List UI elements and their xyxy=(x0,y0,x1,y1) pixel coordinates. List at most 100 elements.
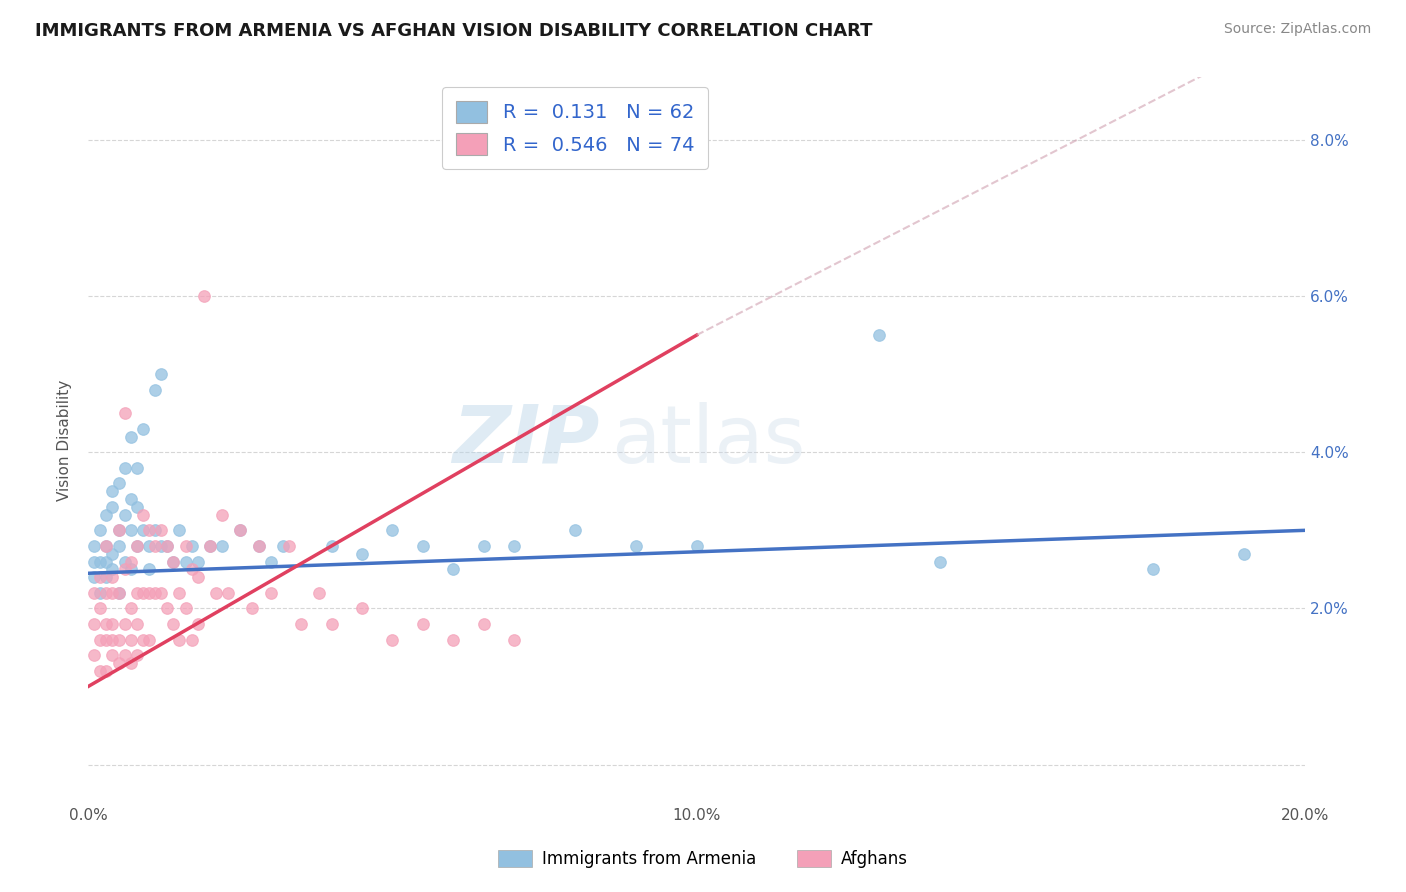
Point xyxy=(120,562,142,576)
Point xyxy=(114,648,136,663)
Text: ZIP: ZIP xyxy=(451,401,599,480)
Point xyxy=(187,617,209,632)
Point xyxy=(381,524,404,538)
Point xyxy=(156,601,179,615)
Point xyxy=(1142,562,1164,576)
Point xyxy=(120,656,142,670)
Point xyxy=(96,632,118,647)
Point xyxy=(162,555,184,569)
Point xyxy=(321,539,343,553)
Point xyxy=(685,539,707,553)
Point xyxy=(101,648,124,663)
Text: Source: ZipAtlas.com: Source: ZipAtlas.com xyxy=(1223,22,1371,37)
Point xyxy=(150,524,173,538)
Point xyxy=(180,562,202,576)
Point xyxy=(132,524,155,538)
Point xyxy=(132,632,155,647)
Point xyxy=(114,461,136,475)
Point xyxy=(89,586,111,600)
Point xyxy=(101,586,124,600)
Point xyxy=(138,586,160,600)
Point xyxy=(120,555,142,569)
Point xyxy=(412,617,434,632)
Point xyxy=(229,524,252,538)
Point xyxy=(101,500,124,514)
Point xyxy=(174,555,197,569)
Point xyxy=(125,586,148,600)
Point xyxy=(441,562,464,576)
Point xyxy=(198,539,221,553)
Point xyxy=(107,524,129,538)
Point xyxy=(120,632,142,647)
Point xyxy=(271,539,294,553)
Point xyxy=(132,508,155,522)
Point xyxy=(150,539,173,553)
Point xyxy=(472,539,495,553)
Point xyxy=(96,617,118,632)
Point xyxy=(868,328,890,343)
Point xyxy=(107,586,129,600)
Point xyxy=(138,539,160,553)
Point xyxy=(503,632,526,647)
Text: IMMIGRANTS FROM ARMENIA VS AFGHAN VISION DISABILITY CORRELATION CHART: IMMIGRANTS FROM ARMENIA VS AFGHAN VISION… xyxy=(35,22,873,40)
Point xyxy=(229,524,252,538)
Point xyxy=(83,570,105,584)
Point xyxy=(96,664,118,678)
Point xyxy=(205,586,228,600)
Point xyxy=(96,555,118,569)
Point xyxy=(143,383,166,397)
Point xyxy=(125,539,148,553)
Point xyxy=(120,492,142,507)
Point xyxy=(89,524,111,538)
Point xyxy=(107,586,129,600)
Point xyxy=(114,508,136,522)
Point xyxy=(278,539,301,553)
Point xyxy=(211,539,233,553)
Point xyxy=(83,617,105,632)
Point xyxy=(260,586,283,600)
Point xyxy=(96,539,118,553)
Point xyxy=(564,524,586,538)
Point xyxy=(132,422,155,436)
Point xyxy=(107,524,129,538)
Point xyxy=(174,601,197,615)
Point xyxy=(125,500,148,514)
Point xyxy=(132,586,155,600)
Point xyxy=(247,539,270,553)
Point xyxy=(107,539,129,553)
Point xyxy=(412,539,434,553)
Point xyxy=(101,632,124,647)
Point xyxy=(162,617,184,632)
Point xyxy=(96,586,118,600)
Point xyxy=(624,539,647,553)
Point xyxy=(125,539,148,553)
Text: atlas: atlas xyxy=(612,401,806,480)
Point xyxy=(120,429,142,443)
Point xyxy=(180,539,202,553)
Legend: Immigrants from Armenia, Afghans: Immigrants from Armenia, Afghans xyxy=(492,843,914,875)
Point xyxy=(150,586,173,600)
Point xyxy=(290,617,312,632)
Point xyxy=(138,632,160,647)
Point xyxy=(198,539,221,553)
Point xyxy=(156,539,179,553)
Point xyxy=(83,539,105,553)
Point xyxy=(503,539,526,553)
Point xyxy=(174,539,197,553)
Point xyxy=(138,524,160,538)
Point xyxy=(242,601,264,615)
Point xyxy=(96,508,118,522)
Point xyxy=(138,562,160,576)
Point xyxy=(89,664,111,678)
Point xyxy=(96,570,118,584)
Point xyxy=(169,632,191,647)
Point xyxy=(101,484,124,499)
Point xyxy=(260,555,283,569)
Point xyxy=(143,539,166,553)
Point xyxy=(101,562,124,576)
Point xyxy=(125,648,148,663)
Point xyxy=(83,555,105,569)
Point xyxy=(143,586,166,600)
Point xyxy=(89,555,111,569)
Point xyxy=(150,367,173,381)
